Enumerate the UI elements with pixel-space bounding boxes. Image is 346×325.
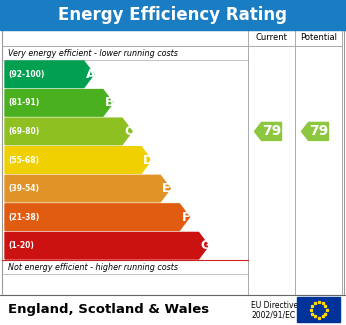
- Text: A: A: [86, 68, 95, 81]
- Text: Potential: Potential: [300, 33, 337, 43]
- Polygon shape: [5, 147, 151, 173]
- Text: E: E: [162, 182, 171, 195]
- Text: G: G: [201, 239, 211, 252]
- Text: 79: 79: [309, 124, 328, 138]
- Text: Very energy efficient - lower running costs: Very energy efficient - lower running co…: [8, 48, 178, 58]
- Polygon shape: [5, 90, 113, 116]
- Text: D: D: [143, 153, 154, 166]
- Text: (81-91): (81-91): [8, 98, 39, 107]
- Text: Current: Current: [256, 33, 288, 43]
- Text: 2002/91/EC: 2002/91/EC: [251, 310, 295, 319]
- Text: Energy Efficiency Rating: Energy Efficiency Rating: [58, 6, 288, 24]
- Text: (1-20): (1-20): [8, 241, 34, 250]
- Polygon shape: [5, 232, 209, 259]
- Bar: [2, 30, 344, 295]
- Polygon shape: [5, 118, 132, 145]
- Text: 79: 79: [262, 124, 281, 138]
- Polygon shape: [5, 61, 94, 87]
- Text: B: B: [105, 96, 115, 109]
- Polygon shape: [5, 204, 190, 230]
- Text: (39-54): (39-54): [8, 184, 39, 193]
- Polygon shape: [301, 123, 328, 140]
- Text: (55-68): (55-68): [8, 155, 39, 164]
- Polygon shape: [5, 175, 170, 202]
- Text: (69-80): (69-80): [8, 127, 39, 136]
- Bar: [297, 297, 340, 322]
- Polygon shape: [255, 123, 282, 140]
- Text: Not energy efficient - higher running costs: Not energy efficient - higher running co…: [8, 263, 178, 271]
- Text: F: F: [181, 211, 190, 224]
- Text: (21-38): (21-38): [8, 213, 39, 222]
- Bar: [0, 0, 346, 30]
- Text: EU Directive: EU Directive: [251, 301, 298, 309]
- Bar: [0, 295, 346, 325]
- Text: England, Scotland & Wales: England, Scotland & Wales: [8, 304, 209, 317]
- Text: C: C: [124, 125, 133, 138]
- Text: (92-100): (92-100): [8, 70, 44, 79]
